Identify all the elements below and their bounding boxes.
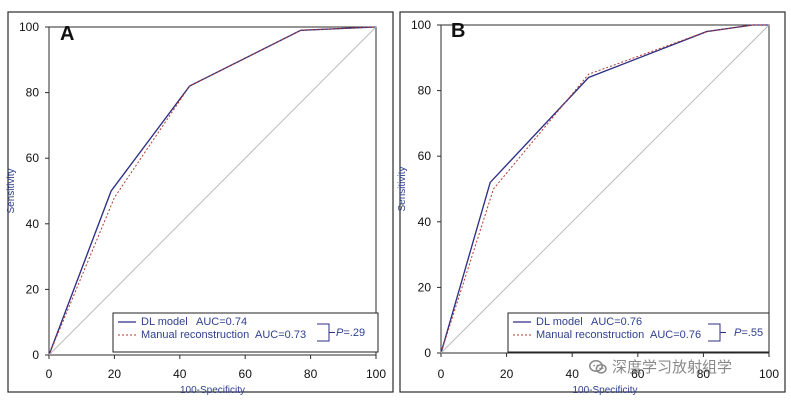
panel-a-legend-auc: AUC=0.74 (196, 316, 247, 328)
panel-b-x-tick-label: 100 (759, 367, 779, 381)
panel-b-manual-roc-line (440, 24, 769, 354)
panel-b-x-tick-label: 80 (697, 367, 711, 381)
panel-a-p-value: P=.29 (336, 327, 365, 339)
panel-b-y-tick-label: 40 (418, 215, 432, 229)
panel-b-x-tick-label: 0 (438, 367, 445, 381)
panel-a-y-tick-label: 80 (26, 86, 40, 100)
panel-b-y-tick-label: 0 (424, 346, 431, 360)
panel-a-x-tick-label: 80 (304, 367, 318, 381)
panel-b-x-tick-label: 60 (631, 367, 645, 381)
panel-a-legend-series-name: Manual reconstruction (141, 329, 249, 341)
panel-a-y-tick-label: 20 (26, 282, 40, 296)
panel-b-y-tick-label: 20 (418, 280, 432, 294)
panel-a-manual-roc-line (48, 26, 377, 356)
panel-b-y-axis-title: Sensitivity (397, 166, 408, 211)
panel-b-label: B (451, 20, 465, 42)
panel-b-x-tick-label: 40 (566, 367, 580, 381)
panel-a-y-tick-label: 40 (26, 217, 40, 231)
panel-b-p-value: P=.55 (734, 327, 763, 339)
panel-b-legend-series-name: DL model (536, 316, 583, 328)
chart-panel-b: B 0 20 40 60 80 100 0 20 40 60 80 100 100-Specificity… (397, 11, 786, 396)
panel-a-plot-area (48, 26, 377, 356)
panel-a-legend-auc: AUC=0.73 (255, 329, 306, 341)
panel-b-x-axis-title: 100-Specificity (572, 385, 637, 396)
panel-a-y-tick-label: 100 (19, 20, 39, 34)
panel-a-label: A (60, 23, 74, 45)
panel-a-legend-series-name: DL model (141, 316, 188, 328)
chart-panel-a: A 0 20 40 60 80 100 0 20 40 60 80 100 100-Specificity… (6, 11, 394, 396)
panel-b-legend-auc: AUC=0.76 (650, 329, 701, 341)
panel-a-y-tick-label: 0 (32, 348, 39, 362)
panel-b-plot-area (440, 24, 770, 354)
panel-a-p-letter: P (336, 327, 344, 339)
panel-b-reference-line (440, 24, 770, 354)
watermark-text: 深度学习放射组学 (612, 358, 733, 376)
panel-b-dl-roc-line (440, 24, 769, 354)
panel-a-reference-line (48, 26, 377, 356)
panel-b-p-number: =.55 (741, 327, 763, 339)
panel-b-y-tick-label: 80 (418, 84, 432, 98)
panel-a-x-axis-title: 100-Specificity (180, 385, 245, 396)
panel-b-y-tick-label: 100 (411, 18, 431, 32)
wechat-icon (588, 359, 608, 375)
panel-a-x-tick-label: 60 (239, 367, 253, 381)
panel-a-x-tick-label: 100 (366, 367, 386, 381)
panel-b-x-tick-label: 20 (500, 367, 514, 381)
panel-b-legend-series-name: Manual reconstruction (536, 329, 644, 341)
panel-a-y-axis-title: Sensitivity (6, 168, 17, 213)
panel-a-p-number: =.29 (343, 327, 365, 339)
panel-a-x-tick-label: 0 (46, 367, 53, 381)
panel-b-p-letter: P (734, 327, 742, 339)
panel-a-x-tick-label: 40 (173, 367, 187, 381)
panel-a-y-tick-label: 60 (26, 151, 40, 165)
panel-b-legend-auc: AUC=0.76 (591, 316, 642, 328)
panel-b-y-tick-label: 60 (418, 149, 432, 163)
watermark: 深度学习放射组学 (588, 356, 732, 377)
panel-a-x-tick-label: 20 (108, 367, 122, 381)
